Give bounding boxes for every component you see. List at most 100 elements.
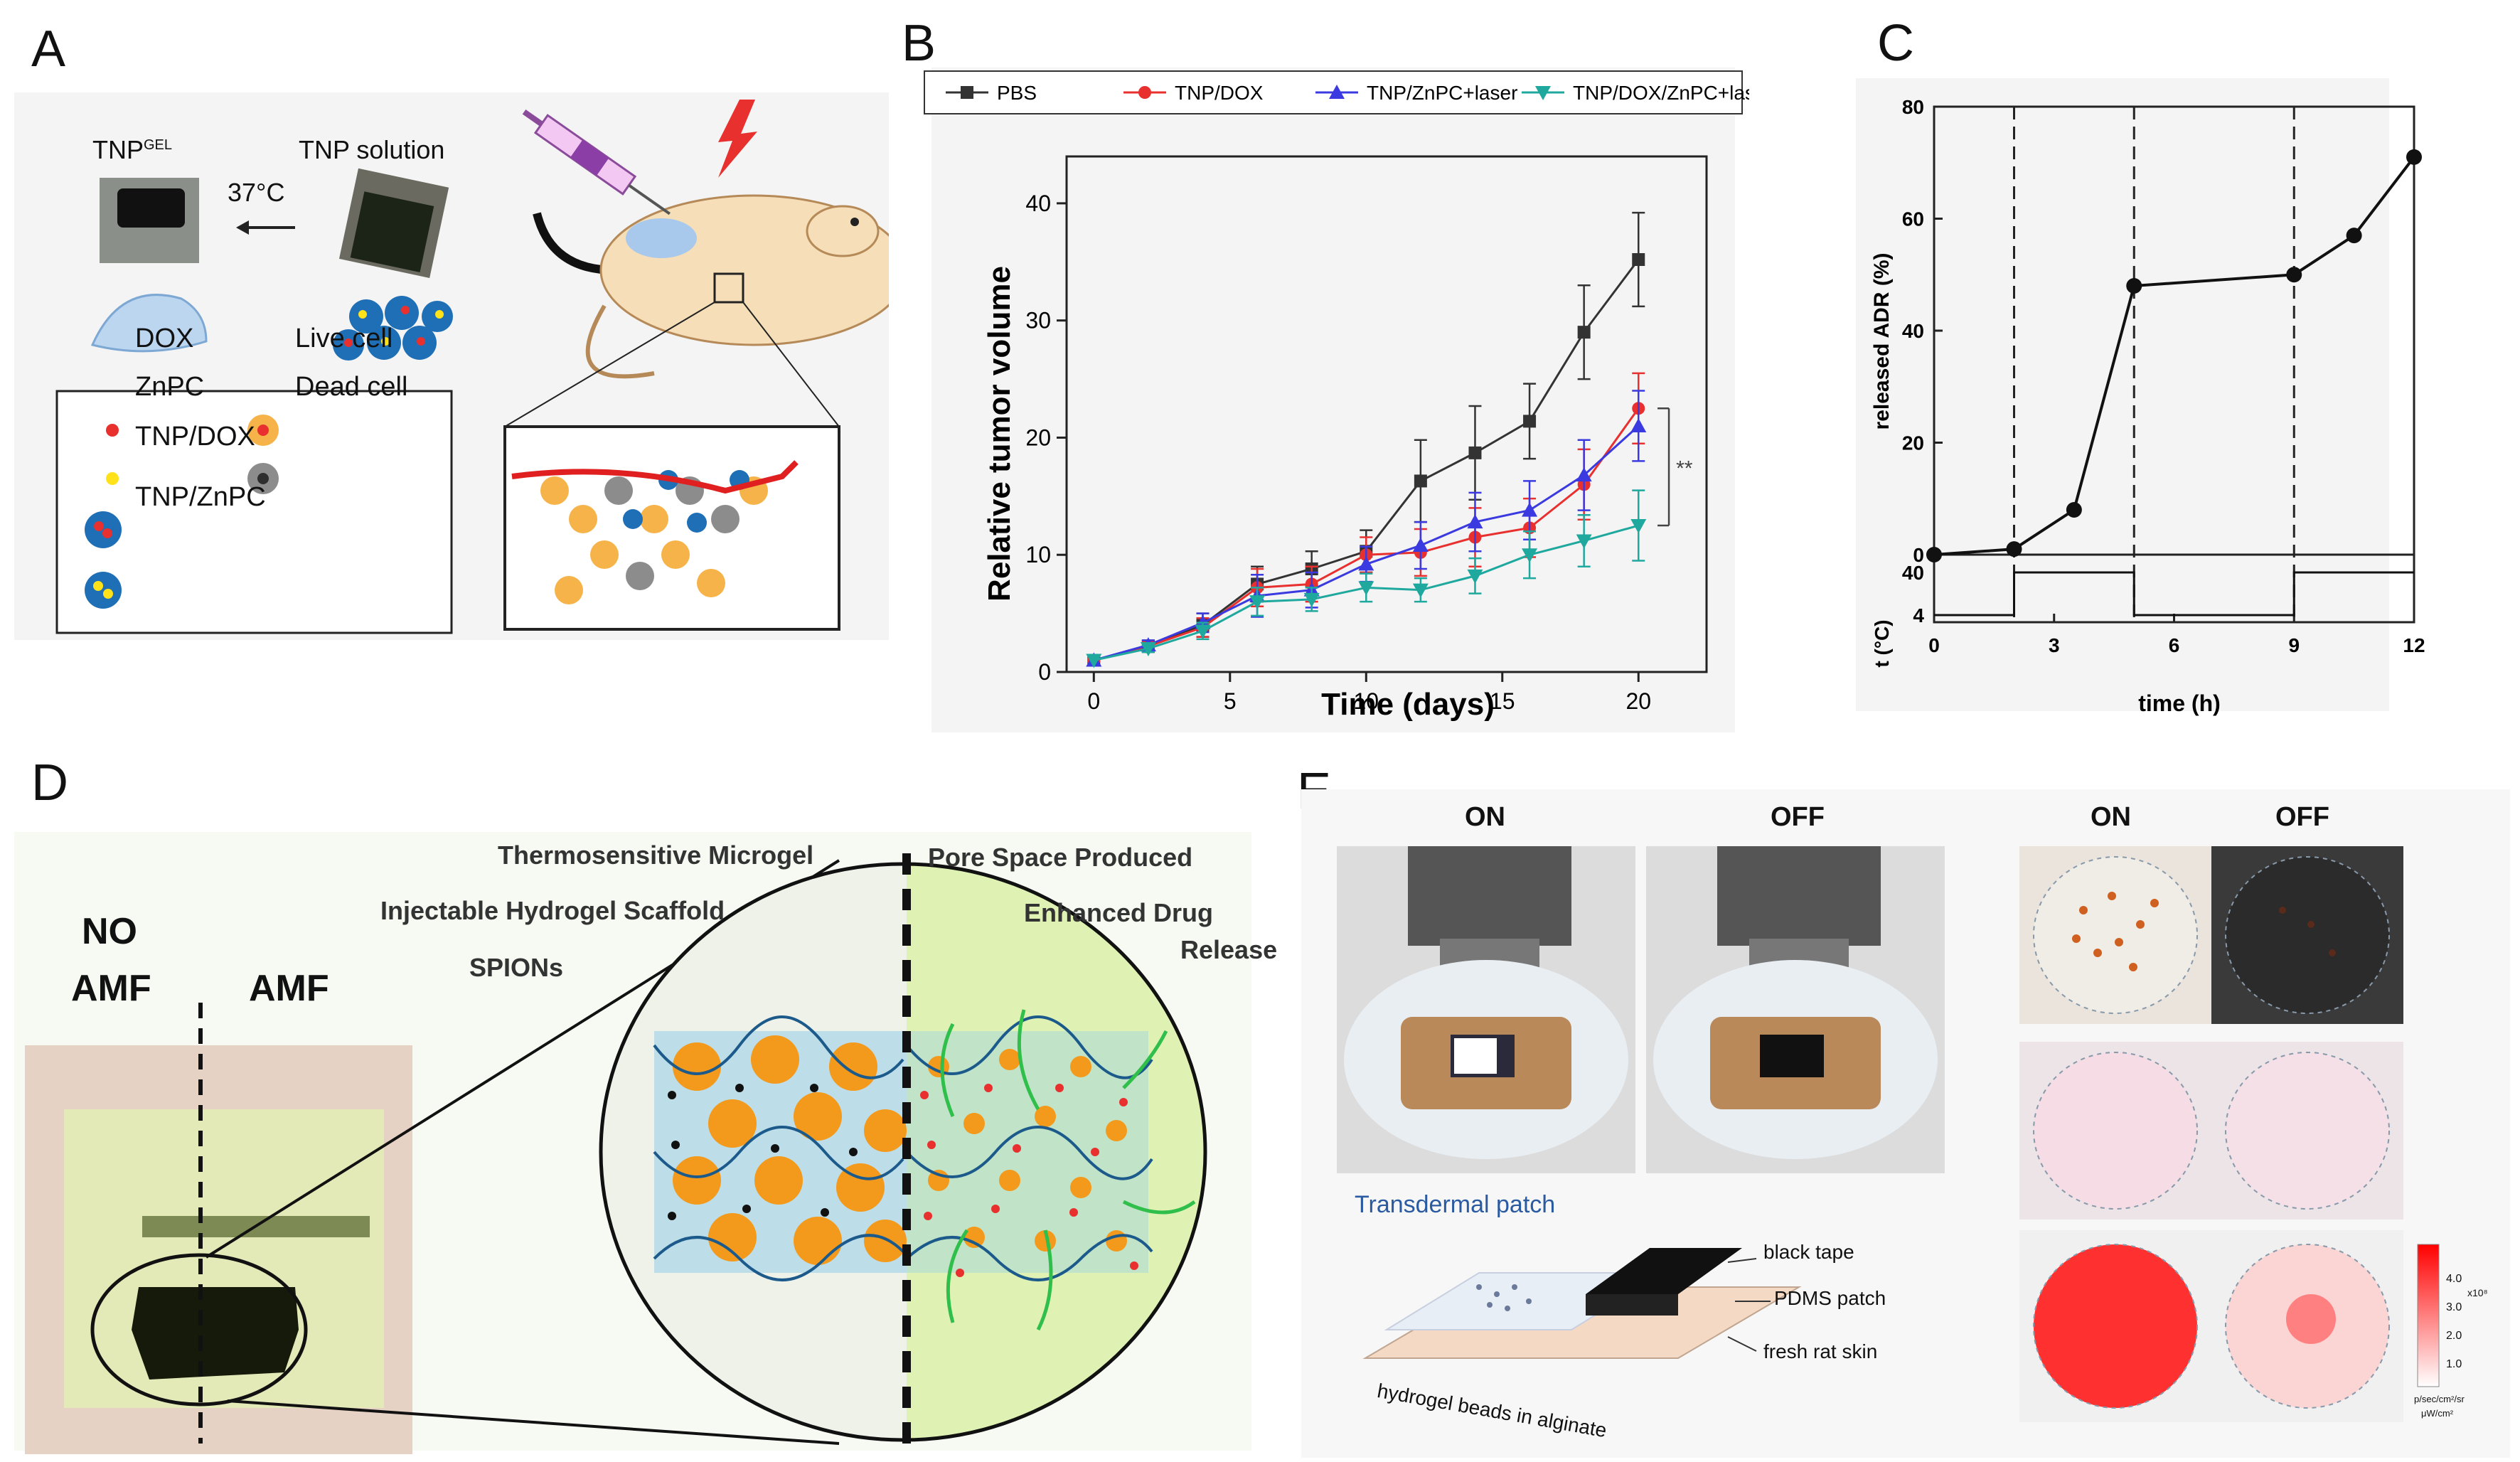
panel-label-a: A (31, 21, 66, 78)
tnp-znpc-legend-label: TNP/ZnPC (135, 482, 266, 512)
chart-c-data-point (2406, 149, 2422, 165)
panel-label-c: C (1877, 15, 1914, 72)
panel-d-illustration: NO AMF AMF Thermosensitive Microgel Inje… (14, 832, 1277, 1458)
chart-c-y-tick-label: 80 (1902, 96, 1924, 118)
chart-b-data-point (1630, 417, 1647, 432)
tnp-gel-label: TNPGEL (92, 135, 172, 165)
chart-b-data-point (1412, 583, 1429, 598)
chart-c-x-tick-label: 12 (2403, 634, 2425, 656)
off-label-left: OFF (1771, 802, 1825, 832)
chart-c-release-line (1933, 156, 2415, 556)
tumor-zoom-box (503, 425, 840, 631)
chart-b-data-point (1522, 502, 1538, 517)
chart-c-x-axis-label: time (h) (2138, 690, 2221, 716)
chart-b-legend-label: PBS (997, 82, 1037, 104)
dox-legend-icon (106, 424, 119, 437)
skin-sample-on (2033, 1052, 2198, 1210)
chart-b-legend: PBS TNP/DOX TNP/ZnPC+laser TNP/DOX/ZnPC+las… (924, 70, 1749, 114)
hydrogel-network-lines (653, 1015, 1153, 1281)
amf-hydrogel-block (132, 1287, 299, 1380)
zoom-line-left (504, 302, 715, 427)
transdermal-patch-label: Transdermal patch (1355, 1191, 1556, 1218)
chart-b-y-tick-label: 40 (1025, 191, 1051, 216)
colorbar-unit-2: μW/cm² (2421, 1408, 2454, 1419)
drug-dots-right (920, 1084, 1138, 1277)
tumor-cells-illustration (511, 460, 799, 604)
chart-c-y-tick-label: 60 (1902, 208, 1924, 230)
live-cell-legend-label: Live cell (295, 324, 393, 353)
chart-b-y-axis-label: Relative tumor volume (982, 266, 1017, 602)
chart-b-legend-marker (1535, 86, 1551, 100)
tnp-dox-legend-icon (85, 511, 122, 548)
chart-b-y-tick-label: 30 (1025, 308, 1051, 334)
chart-b-data-point (1140, 642, 1156, 657)
fluorescence-off-spot (2286, 1294, 2336, 1344)
chart-c-temp-tick-label: 40 (1902, 562, 1924, 584)
thermo-microgel-label: Thermosensitive Microgel (498, 841, 814, 870)
chart-b-data-point (1632, 253, 1645, 266)
pdms-patch-label: PDMS patch (1774, 1287, 1886, 1309)
chart-c-x-tick-label: 9 (2288, 634, 2300, 656)
panel-e-svg (1301, 789, 2510, 1458)
chart-b-y-tick-label: 10 (1025, 542, 1051, 567)
chart-c-y-tick-label: 20 (1902, 432, 1924, 454)
chart-b-plot-area: 0 5 10 15 20 0 10 20 30 40 ** (1025, 155, 1708, 714)
colorbar-unit-1: p/sec/cm²/sr (2414, 1394, 2465, 1404)
on-label-left: ON (1465, 802, 1505, 832)
syringe-icon (522, 109, 671, 215)
chart-c-x-tick-label: 0 (1928, 634, 1940, 656)
chart-b-y-tick-label: 0 (1038, 659, 1051, 685)
no-amf-label-line2: AMF (71, 968, 151, 1009)
chart-c-frame (1933, 105, 2415, 624)
gel-drop-icon (90, 294, 208, 353)
panel-label-b: B (902, 15, 936, 72)
spions-dots-left (668, 1084, 858, 1220)
enhanced-release-label-line2: Release (1180, 935, 1278, 964)
off-label-right: OFF (2275, 802, 2329, 832)
chart-c-data-point (2066, 502, 2082, 518)
chart-b-data-point (1630, 519, 1647, 534)
chart-b-data-point (1523, 415, 1537, 428)
skin-sample-off (2225, 1052, 2390, 1210)
plate-off-spots (2279, 907, 2336, 956)
chart-b-frame (1065, 155, 1708, 673)
zoom-source-ellipse (90, 1253, 308, 1407)
panel-a-svg (55, 100, 908, 634)
colorbar-tick-2: 3.0 (2446, 1301, 2462, 1313)
tnp-solution-label: TNP solution (299, 135, 445, 164)
chart-c-x-tick-label: 6 (2169, 634, 2180, 656)
chart-b-x-tick-label: 10 (1353, 688, 1379, 714)
chart-b-legend-marker (1329, 85, 1345, 99)
rat-skin-label: fresh rat skin (1763, 1340, 1878, 1362)
chart-b-legend-marker (1138, 86, 1151, 99)
dox-legend-label: DOX (135, 324, 194, 353)
colorbar-tick-3: 2.0 (2446, 1330, 2462, 1342)
device-photo-on (1337, 846, 1635, 1173)
znpc-legend-icon (106, 472, 119, 485)
black-tape-label: black tape (1763, 1241, 1854, 1263)
fluorescence-on (2033, 1244, 2198, 1409)
colorbar-tick-4: 1.0 (2446, 1358, 2462, 1370)
chart-b-data-point (1576, 534, 1592, 549)
chart-c-temp-tick-label: 4 (1913, 604, 1924, 626)
chart-b-legend-label: TNP/DOX (1175, 82, 1264, 104)
chart-b-data-point (1303, 592, 1320, 607)
gel-vial-black (117, 188, 185, 228)
chart-c-temp-axis-label: t (°C) (1871, 619, 1893, 667)
fluorescence-colorbar (2417, 1244, 2440, 1387)
chart-b-data-point (1412, 538, 1429, 553)
device-photo-off (1646, 846, 1945, 1173)
chart-b-x-axis-label: Time (days) (1321, 687, 1495, 722)
spions-label: SPIONs (469, 953, 564, 982)
chart-b-data-point (1467, 514, 1483, 529)
chart-b-data-point (1414, 474, 1427, 488)
plate-on-spots (2072, 892, 2159, 971)
chart-c-data-point (1926, 547, 1942, 562)
tumor-volume-chart: PBS TNP/DOX TNP/ZnPC+laser TNP/DOX/ZnPC+las… (924, 70, 1749, 722)
znpc-legend-label: ZnPC (135, 372, 205, 402)
chart-b-data-point (1576, 467, 1592, 482)
transdermal-patch-diagram (1362, 1248, 1802, 1359)
chart-b-data-point (1086, 653, 1102, 668)
